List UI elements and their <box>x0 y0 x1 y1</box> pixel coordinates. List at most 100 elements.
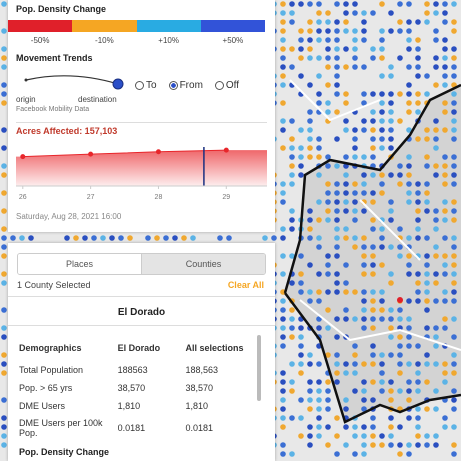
map-dot <box>343 154 349 160</box>
map-dot <box>289 415 295 421</box>
map-dot <box>415 91 421 97</box>
map-dot <box>316 37 322 43</box>
map-dot <box>451 28 457 34</box>
map-dot <box>406 361 412 367</box>
map-dot <box>334 271 340 277</box>
map-dot <box>352 451 358 457</box>
map-dot <box>370 172 376 178</box>
legend-swatch <box>136 20 201 32</box>
map-dot <box>109 235 115 241</box>
map-dot <box>424 190 430 196</box>
point <box>223 147 229 153</box>
map-dot <box>325 253 331 259</box>
map-dot <box>370 244 376 250</box>
map-dot <box>370 127 376 133</box>
map-dot <box>424 181 430 187</box>
map-dot <box>1 145 7 151</box>
map-dot <box>397 424 403 430</box>
map-dot <box>307 226 313 232</box>
map-dot <box>370 307 376 313</box>
map-dot <box>451 442 457 448</box>
map-dot <box>307 154 313 160</box>
map-dot <box>370 10 376 16</box>
map-dot <box>289 145 295 151</box>
map-dot <box>451 154 457 160</box>
clear-all[interactable]: Clear All <box>227 280 264 290</box>
area-line <box>22 149 227 158</box>
map-dot <box>388 199 394 205</box>
map-dot <box>424 361 430 367</box>
map-dot <box>442 424 448 430</box>
map-dot <box>280 397 286 403</box>
map-dot <box>415 19 421 25</box>
map-dot <box>1 334 7 340</box>
map-dot <box>307 118 313 124</box>
map-dot <box>424 307 430 313</box>
map-dot <box>316 217 322 223</box>
table-cell: DME Users per 100k Pop. <box>19 418 103 438</box>
map-dot <box>433 388 439 394</box>
map-dot <box>289 163 295 169</box>
map-dot <box>343 91 349 97</box>
map-dot <box>127 235 133 241</box>
map-dot <box>415 64 421 70</box>
map-dot <box>352 388 358 394</box>
map-dot <box>379 172 385 178</box>
map-dot <box>361 235 367 241</box>
map-dot <box>280 199 286 205</box>
map-dot <box>343 208 349 214</box>
map-dot <box>280 127 286 133</box>
slider[interactable] <box>16 70 126 94</box>
map-dot <box>397 28 403 34</box>
map-dot <box>388 28 394 34</box>
acres-title: Acres Affected: 157,103 <box>16 126 118 136</box>
map-dot <box>451 271 457 277</box>
radio-option[interactable]: Off <box>214 80 239 91</box>
map-dot <box>451 46 457 52</box>
map-dot <box>415 217 421 223</box>
map-dot <box>442 55 448 61</box>
map-dot <box>397 297 403 303</box>
tab[interactable]: Places <box>18 254 141 274</box>
map-dot <box>298 334 304 340</box>
map-dot <box>343 190 349 196</box>
map-dot <box>388 352 394 358</box>
map-dot <box>316 136 322 142</box>
map-dot <box>298 73 304 79</box>
map-dot <box>451 253 457 259</box>
map-dot <box>343 406 349 412</box>
map-dot <box>415 100 421 106</box>
map-dot <box>325 325 331 331</box>
map-dot <box>406 334 412 340</box>
map-dot <box>361 253 367 259</box>
map-dot <box>433 343 439 349</box>
map-dot <box>334 280 340 286</box>
map-dot <box>379 361 385 367</box>
radio-option[interactable]: From <box>168 80 203 91</box>
map-dot <box>361 388 367 394</box>
map-dot <box>424 262 430 268</box>
map-dot <box>370 136 376 142</box>
map-dot <box>361 10 367 16</box>
map-dot <box>325 55 331 61</box>
map-dot <box>370 145 376 151</box>
map-dot <box>415 199 421 205</box>
radio-option[interactable]: To <box>135 80 157 91</box>
map-dot <box>415 109 421 115</box>
scrollbar[interactable] <box>257 335 261 401</box>
slider-knob[interactable] <box>112 78 124 90</box>
map-dot <box>280 343 286 349</box>
map-dot <box>343 316 349 322</box>
map-dot <box>316 406 322 412</box>
map-dot <box>433 334 439 340</box>
map-dot <box>343 127 349 133</box>
map-dot <box>343 199 349 205</box>
map-dot <box>307 361 313 367</box>
map-dot <box>325 37 331 43</box>
divider <box>8 325 275 326</box>
timestamp: Saturday, Aug 28, 2021 16:00 <box>16 212 122 221</box>
tab[interactable]: Counties <box>141 254 265 274</box>
map-dot <box>352 199 358 205</box>
legend-swatch <box>8 20 73 32</box>
map-dot <box>433 433 439 439</box>
